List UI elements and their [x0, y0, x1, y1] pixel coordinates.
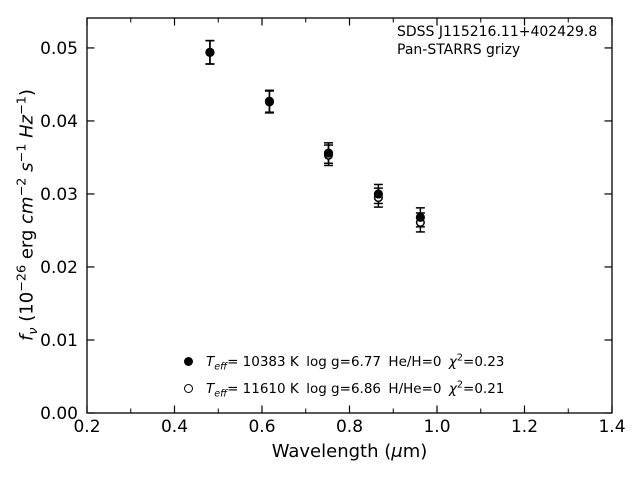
marker-filled-circle-i [323, 148, 334, 158]
y-tick-label: 0.04 [40, 112, 78, 132]
axes-frame [86, 17, 613, 414]
filled-circle-icon [184, 357, 193, 366]
x-tick-label: 1.0 [423, 417, 450, 437]
y-tick-label: 0.01 [40, 331, 78, 351]
source-annotation: SDSS J115216.11+402429.8 Pan-STARRS griz… [397, 23, 597, 59]
y-axis-label: fν (10−26 erg cm−2 s−1 Hz−1) [14, 89, 42, 341]
y-tick-label: 0.02 [40, 258, 78, 278]
marker-filled-circle-r [264, 96, 275, 106]
x-tick-label: 1.2 [511, 417, 538, 437]
object-name: SDSS J115216.11+402429.8 [397, 24, 598, 40]
mu-symbol: μ [391, 441, 403, 462]
marker-filled-circle-z [373, 189, 383, 199]
x-tick-label: 0.4 [161, 417, 188, 437]
marker-filled-circle-g [205, 47, 215, 57]
x-axis-label: Wavelength (μm) [271, 441, 428, 462]
ylabel-fnu: fν [16, 327, 42, 341]
x-tick-label: 0.2 [73, 417, 100, 437]
x-tick-label: 0.8 [336, 417, 363, 437]
open-circle-icon [184, 384, 193, 393]
y-tick-label: 0.03 [40, 185, 78, 205]
y-tick-label: 0.00 [40, 404, 78, 424]
x-tick-label: 0.6 [248, 417, 275, 437]
y-tick-label: 0.05 [40, 39, 78, 59]
survey-name: Pan-STARRS grizy [397, 42, 521, 58]
marker-filled-circle-y [415, 212, 425, 222]
x-tick-label: 1.4 [598, 417, 625, 437]
